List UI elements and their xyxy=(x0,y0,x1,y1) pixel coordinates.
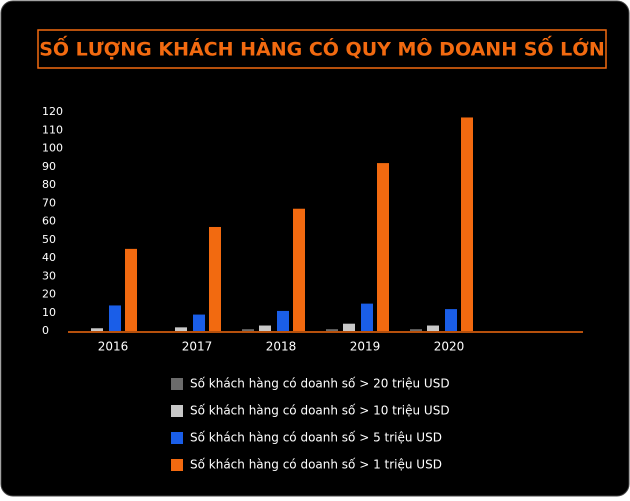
bar xyxy=(91,328,103,331)
x-tick-label: 2017 xyxy=(182,340,213,354)
bar xyxy=(461,117,473,331)
x-tick-label: 2020 xyxy=(434,340,465,354)
y-tick-label: 70 xyxy=(42,196,56,209)
y-tick-label: 110 xyxy=(42,123,63,136)
y-tick-label: 10 xyxy=(42,306,56,319)
y-tick-label: 60 xyxy=(42,215,56,228)
y-tick-label: 90 xyxy=(42,160,56,173)
legend-swatch xyxy=(171,378,183,390)
bar xyxy=(259,325,271,331)
bar xyxy=(445,309,457,331)
bar xyxy=(427,325,439,331)
legend-label: Số khách hàng có doanh số > 1 triệu USD xyxy=(190,458,442,472)
y-tick-label: 20 xyxy=(42,288,56,301)
bar xyxy=(209,226,221,331)
legend-label: Số khách hàng có doanh số > 5 triệu USD xyxy=(190,431,442,445)
bar xyxy=(109,305,121,331)
bar xyxy=(343,323,355,331)
legend-label: Số khách hàng có doanh số > 10 triệu USD xyxy=(190,404,450,418)
legend-swatch xyxy=(171,459,183,471)
legend-swatch xyxy=(171,405,183,417)
y-tick-label: 40 xyxy=(42,251,56,264)
y-tick-label: 30 xyxy=(42,269,56,282)
bar xyxy=(361,303,373,331)
x-tick-label: 2018 xyxy=(266,340,297,354)
bar xyxy=(242,329,254,331)
legend-swatch xyxy=(171,432,183,444)
title-box xyxy=(37,29,607,69)
bar xyxy=(193,314,205,331)
chart-title: SỐ LƯỢNG KHÁCH HÀNG CÓ QUY MÔ DOANH SỐ L… xyxy=(39,35,605,61)
bar xyxy=(326,329,338,331)
legend-label: Số khách hàng có doanh số > 20 triệu USD xyxy=(190,377,450,391)
bar xyxy=(125,248,137,331)
bar xyxy=(277,310,289,331)
bar xyxy=(293,208,305,331)
y-tick-label: 50 xyxy=(42,233,56,246)
y-tick-label: 100 xyxy=(42,142,63,155)
y-tick-label: 120 xyxy=(42,105,63,118)
bar xyxy=(175,327,187,331)
x-tick-label: 2016 xyxy=(98,340,129,354)
y-tick-label: 80 xyxy=(42,178,56,191)
bar xyxy=(410,329,422,331)
x-tick-label: 2019 xyxy=(350,340,381,354)
bar xyxy=(377,163,389,331)
y-tick-label: 0 xyxy=(42,324,49,337)
